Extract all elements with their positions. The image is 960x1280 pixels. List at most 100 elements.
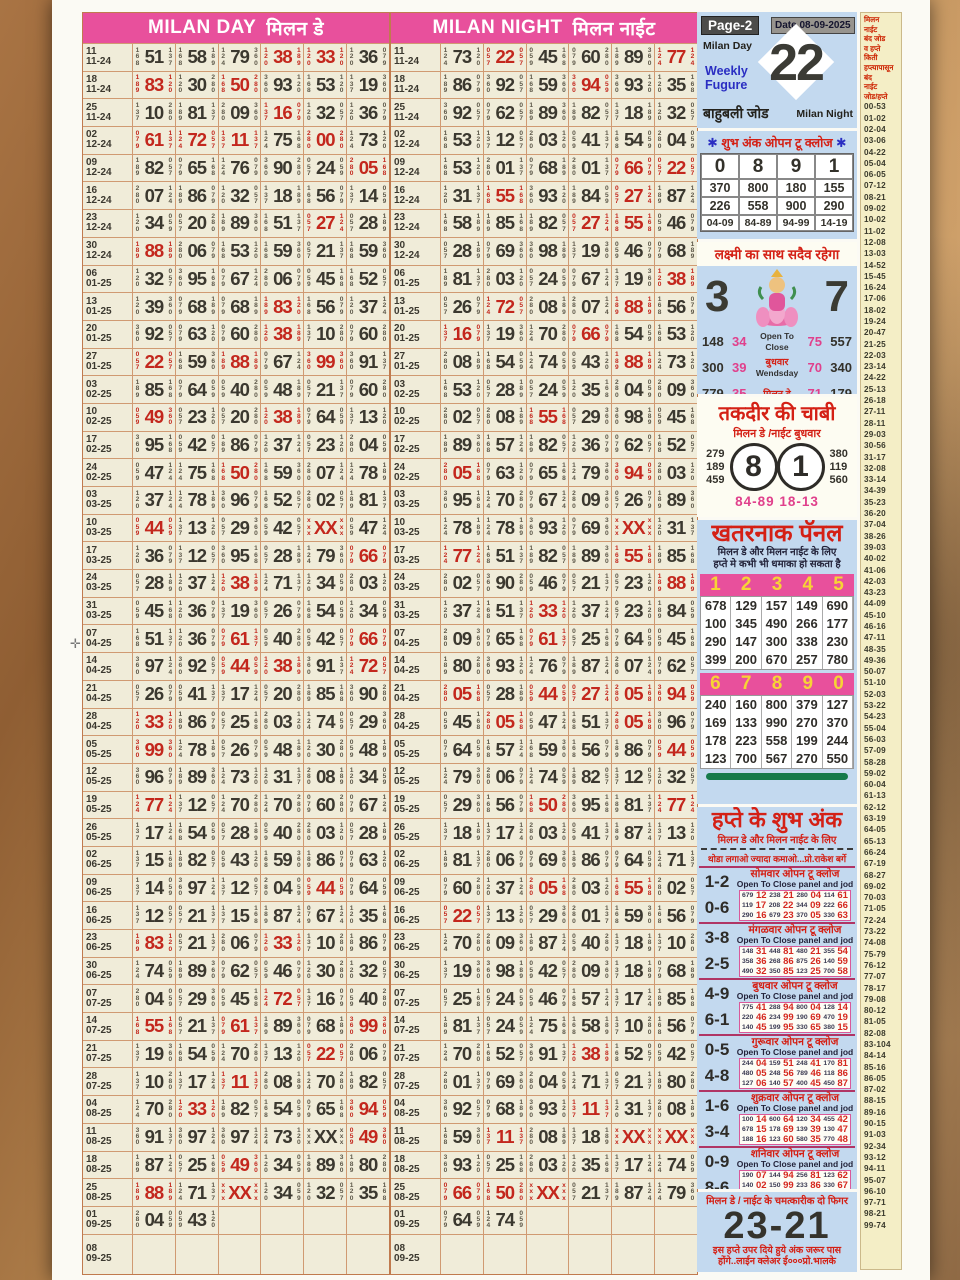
jodi-value: 41 (187, 683, 207, 705)
jodi-cell (132, 1234, 175, 1274)
jodi-cell: 1 6 8 54 0 5 9 (611, 320, 654, 348)
jodi-cell: 3 6 0 92 0 5 7 (440, 1096, 483, 1123)
jodi-cell: 1 3 7 12 0 5 7 (217, 874, 261, 902)
strip-jodi-value: 37-04 (864, 520, 886, 530)
jodi-cell: 0 5 7 25 1 6 8 (440, 985, 483, 1013)
week-date: 30 12-24 (86, 240, 112, 262)
week-date: 02 06-25 (86, 849, 112, 871)
weekday-number-row: 188 16 123 60 580 35 770 48 (742, 1133, 848, 1145)
jodi-value: 53 (452, 157, 473, 179)
shubh-ank-title: ✱ शुभ अंक ओपन टू क्लोज ✱ (707, 136, 847, 150)
lakshmi-image (756, 269, 798, 327)
jodi-value: 29 (452, 793, 473, 815)
danger-panel-value: 127 (823, 696, 853, 714)
jodi-cell (174, 1234, 218, 1274)
jodi-cell: 0 5 7 21 1 3 7 (303, 237, 346, 265)
jodi-value: 54 (187, 821, 207, 843)
strip-jodi-value: 92-34 (864, 1141, 886, 1151)
jodi-cell: 1 2 4 78 1 8 9 (482, 514, 526, 542)
jodi-value: 04 (358, 433, 379, 455)
jodi-value: 05 (623, 683, 644, 705)
jodi-cell: 1 2 4 71 1 3 7 (568, 1068, 611, 1096)
jodi-value: 85 (315, 683, 336, 705)
jodi-cell: 2 8 0 05 1 6 8 (440, 459, 483, 486)
jodi-cell: 0 5 7 21 1 3 7 (568, 1179, 611, 1206)
jodi-value: 44 (144, 517, 165, 539)
danger-panel-value: 290 (701, 633, 732, 651)
jodi-cell: 1 2 0 37 1 2 4 (132, 487, 175, 514)
strip-jodi-value: 21-25 (864, 339, 886, 349)
week-date: 03 02-25 (394, 378, 420, 400)
strip-jodi-value: 89-16 (864, 1107, 886, 1117)
jodi-value: 42 (273, 517, 293, 539)
jodi-value: 79 (230, 46, 250, 68)
jodi-cell: 1 6 8 51 1 3 7 (260, 210, 303, 237)
danger-panel-value: 678 (701, 597, 732, 615)
jodi-cell: 3 6 0 96 0 7 9 (132, 763, 175, 791)
week-date: 19 05-25 (394, 793, 420, 815)
weekday-number-row: 490 32 350 85 123 25 700 58 (742, 965, 848, 977)
milan-night-title-en: MILAN NIGHT (432, 17, 563, 38)
jodi-cell: 3 6 0 93 1 2 0 (525, 1096, 569, 1123)
week-date: 28 07-25 (394, 1070, 420, 1092)
jodi-cell: 3 6 0 92 0 5 7 (132, 320, 175, 348)
bottom-figure: 23-21 (723, 1205, 831, 1247)
jodi-value: 51 (273, 212, 293, 234)
jodi-cell: 1 6 8 53 1 2 0 (440, 376, 483, 403)
chart-week-row: 10 02-25 0 5 9 49 3 6 0 0 5 7 23 1 2 0 0 5 7 20 2 8 0 1 2 0 38 1 8 9 0… (83, 402, 389, 431)
chart-week-row: 30 06-25 1 2 4 74 0 5 9 1 8 9 89 3 6 0 0 7 9 62 0 5 7 0 5 9 46 0 7 9 1… (83, 956, 389, 985)
week-date: 21 04-25 (394, 683, 420, 705)
chart-week-row: 01 09-25 2 8 0 04 0 5 9 0 5 9 43 1 2 0 (83, 1205, 389, 1234)
jodi-value: 25 (187, 1153, 207, 1175)
strip-jodi-value: 65-13 (864, 836, 886, 846)
lakshmi-row: 148 34 Open To Close 75 557 (702, 331, 852, 352)
jodi-value: 68 (495, 1098, 515, 1120)
jodi-cell (654, 1234, 697, 1274)
jodi-value: 73 (452, 46, 473, 68)
jodi-value: 87 (666, 184, 687, 206)
jodi-cell: 1 8 9 82 0 5 7 (217, 1096, 261, 1123)
jodi-cell (303, 1206, 346, 1234)
jodi-cell: 2 8 0 03 1 2 0 (568, 874, 611, 902)
jodi-value: 89 (538, 101, 558, 123)
jodi-value: 06 (495, 766, 515, 788)
jodi-value: 79 (315, 544, 336, 566)
jodi-value: 46 (538, 987, 558, 1009)
jodi-value: 38 (273, 323, 293, 345)
chart-week-row: 27 01-25 0 5 7 22 0 5 7 1 6 8 59 3 6 0 1 8 9 88 1 8 9 0 7 9 67 1 2 4 3… (83, 347, 389, 376)
jodi-value: 92 (144, 323, 165, 345)
jodi-value: 03 (666, 461, 687, 483)
